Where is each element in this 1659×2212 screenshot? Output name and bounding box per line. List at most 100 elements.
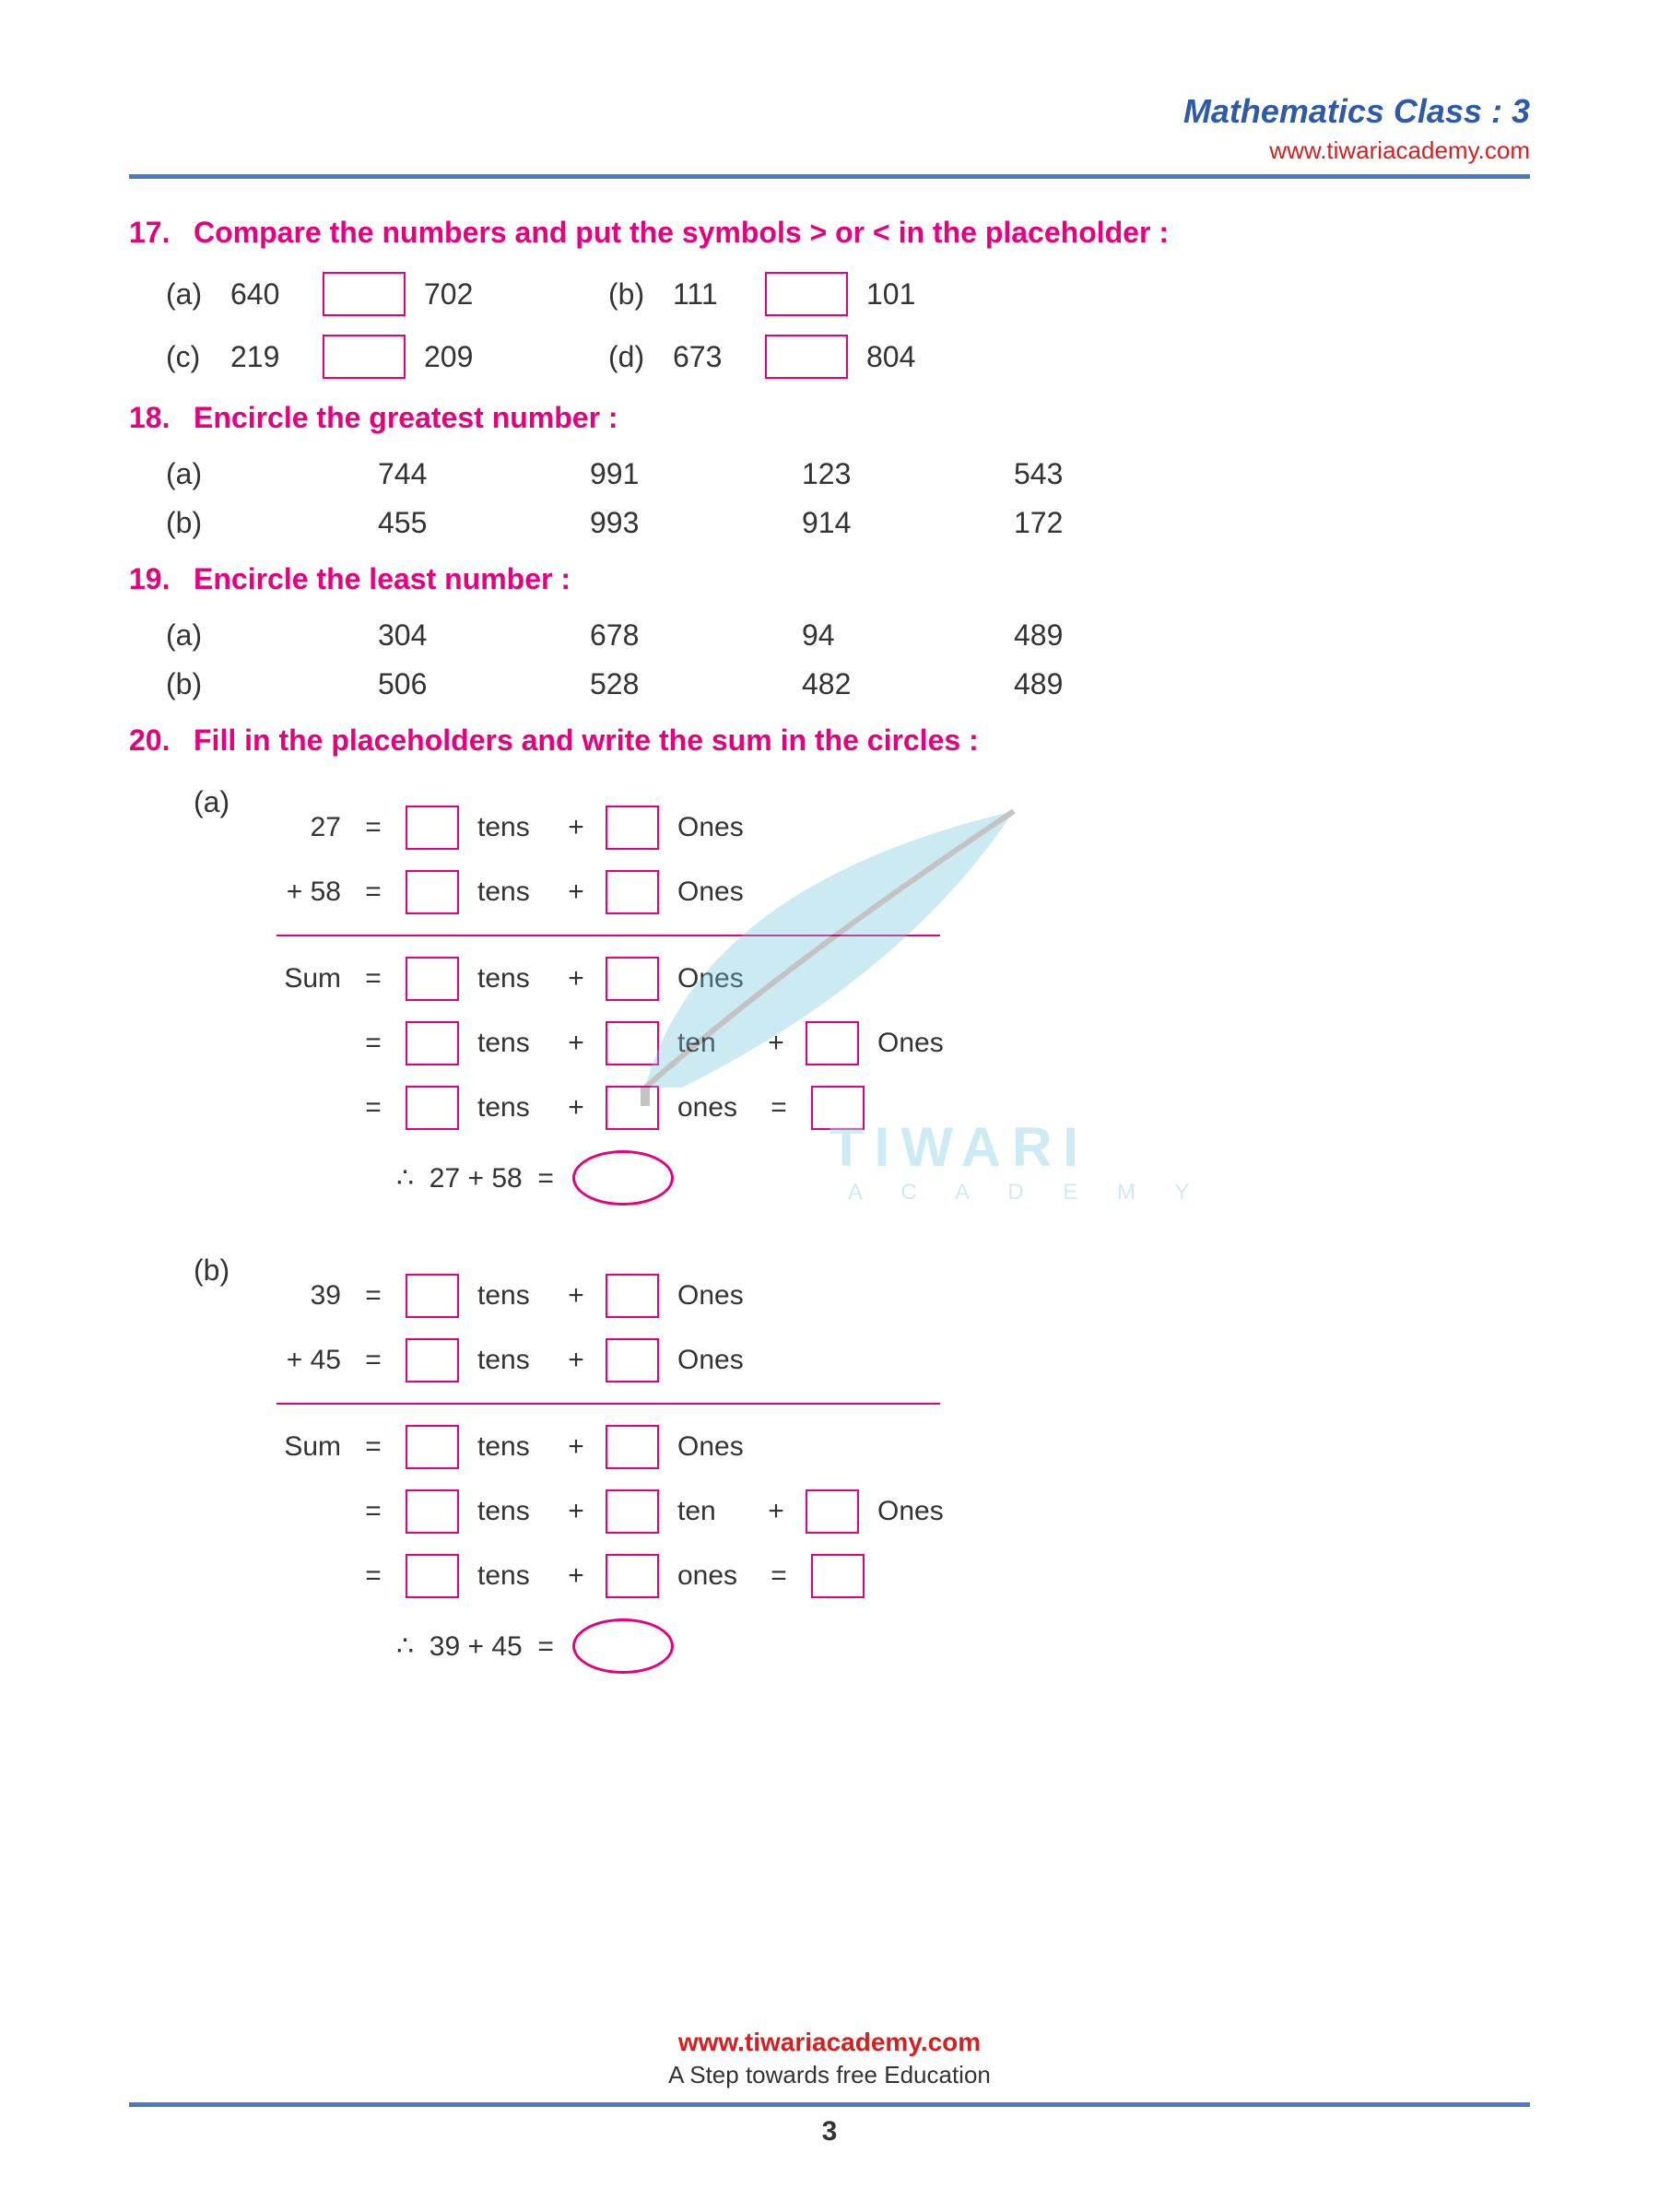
q17-d-label: (d): [608, 340, 654, 374]
ones-box[interactable]: [606, 957, 659, 1001]
tens-box[interactable]: [406, 957, 459, 1001]
eq-sign: =: [359, 1028, 387, 1059]
q19-a-label: (a): [166, 618, 267, 653]
sum-left: + 58: [249, 877, 341, 908]
ones-box[interactable]: [606, 806, 659, 850]
q18-a-v2: 123: [802, 457, 903, 491]
sum-row-final: = tens + ones =: [249, 1554, 947, 1598]
ones-word: Ones: [877, 1496, 947, 1527]
sum-rule: [276, 935, 940, 936]
tens-word: tens: [477, 812, 547, 843]
q17-item-c: (c) 219 209: [166, 335, 498, 379]
plus-sign: +: [565, 1028, 587, 1059]
q17-c-box[interactable]: [323, 335, 406, 379]
q19-a-v0: 304: [378, 618, 479, 653]
tens-box[interactable]: [406, 806, 459, 850]
tens-box[interactable]: [406, 1274, 459, 1318]
ones-box[interactable]: [606, 1274, 659, 1318]
tens-box[interactable]: [406, 1021, 459, 1065]
ones-word: Ones: [677, 877, 747, 908]
sum-left: Sum: [249, 963, 341, 994]
ones-word: ones: [677, 1092, 747, 1124]
page-footer: www.tiwariacademy.com A Step towards fre…: [0, 2028, 1659, 2147]
eq-sign: =: [359, 1280, 387, 1312]
eq-sign: =: [359, 1345, 387, 1376]
eq-sign: =: [359, 877, 387, 908]
plus-sign: +: [565, 1496, 587, 1527]
q17-a-n1: 640: [230, 277, 304, 312]
ones-word: Ones: [677, 1431, 747, 1463]
q17-row1: (a) 640 702 (b) 111 101: [166, 272, 1493, 316]
q20-heading: 20. Fill in the placeholders and write t…: [129, 724, 1530, 758]
tens-box[interactable]: [406, 1489, 459, 1534]
q18-a-v3: 543: [1014, 457, 1115, 491]
tens-box[interactable]: [406, 1554, 459, 1598]
q17-item-d: (d) 673 804: [608, 335, 940, 379]
plus-sign: +: [765, 1496, 787, 1527]
q17-b-box[interactable]: [765, 272, 848, 316]
sum-left: 27: [249, 812, 341, 843]
q19-b-v2: 482: [802, 667, 903, 701]
page-header: Mathematics Class : 3 www.tiwariacademy.…: [129, 92, 1530, 165]
sum-row-expand: = tens + ten + Ones: [249, 1021, 947, 1065]
sum-row: + 58 = tens + Ones: [249, 870, 947, 914]
tens-box[interactable]: [406, 1086, 459, 1130]
q18-a-label: (a): [166, 457, 267, 491]
ones-box[interactable]: [606, 1086, 659, 1130]
q17-heading: 17. Compare the numbers and put the symb…: [129, 216, 1530, 250]
sum-row-final: = tens + ones =: [249, 1086, 947, 1130]
tens-word: tens: [477, 877, 547, 908]
q19-title: Encircle the least number :: [194, 562, 571, 596]
answer-oval[interactable]: [572, 1618, 674, 1674]
ones-word: Ones: [677, 1280, 747, 1312]
therefore-sign: ∴ 27 + 58 =: [396, 1162, 554, 1194]
ones-box[interactable]: [606, 1425, 659, 1469]
ten-word: ten: [677, 1496, 747, 1527]
tens-word: tens: [477, 1345, 547, 1376]
q18-heading: 18. Encircle the greatest number :: [129, 401, 1530, 435]
sum-row: Sum = tens + Ones: [249, 957, 947, 1001]
plus-sign: +: [565, 1092, 587, 1124]
ten-box[interactable]: [606, 1489, 659, 1534]
q18-a-v0: 744: [378, 457, 479, 491]
tens-box[interactable]: [406, 1425, 459, 1469]
ones-box[interactable]: [806, 1021, 859, 1065]
sum-left: Sum: [249, 1431, 341, 1463]
q17-d-n1: 673: [673, 340, 747, 374]
q17-d-box[interactable]: [765, 335, 848, 379]
sum-row: Sum = tens + Ones: [249, 1425, 947, 1469]
q17-c-n1: 219: [230, 340, 304, 374]
q18-num: 18.: [129, 401, 194, 435]
q17-c-label: (c): [166, 340, 212, 374]
therefore-row: ∴ 27 + 58 =: [249, 1150, 947, 1206]
ones-word: Ones: [677, 1345, 747, 1376]
sum-left: + 45: [249, 1345, 341, 1376]
eq-sign: =: [359, 1560, 387, 1592]
tens-word: tens: [477, 1431, 547, 1463]
tens-box[interactable]: [406, 1338, 459, 1382]
q18-b-v1: 993: [590, 506, 691, 540]
q17-a-box[interactable]: [323, 272, 406, 316]
tens-box[interactable]: [406, 870, 459, 914]
sum-left: 39: [249, 1280, 341, 1312]
ones-box[interactable]: [606, 870, 659, 914]
q17-d-n2: 804: [866, 340, 940, 374]
result-box[interactable]: [811, 1086, 865, 1130]
q20-part-a: (a) 27 = tens + Ones + 58 = tens + Ones …: [194, 785, 1530, 1226]
q18-row-a: (a) 744 991 123 543: [166, 457, 1493, 491]
q18-b-v2: 914: [802, 506, 903, 540]
ones-box[interactable]: [606, 1338, 659, 1382]
plus-sign: +: [565, 812, 587, 843]
answer-oval[interactable]: [572, 1150, 674, 1206]
ten-box[interactable]: [606, 1021, 659, 1065]
q17-b-n1: 111: [673, 277, 747, 312]
tens-word: tens: [477, 1280, 547, 1312]
sum-row: + 45 = tens + Ones: [249, 1338, 947, 1382]
result-box[interactable]: [811, 1554, 865, 1598]
q17-c-n2: 209: [424, 340, 498, 374]
page-number: 3: [0, 2116, 1659, 2147]
ones-box[interactable]: [606, 1554, 659, 1598]
q17-row2: (c) 219 209 (d) 673 804: [166, 335, 1493, 379]
sum-row-expand: = tens + ten + Ones: [249, 1489, 947, 1534]
ones-box[interactable]: [806, 1489, 859, 1534]
